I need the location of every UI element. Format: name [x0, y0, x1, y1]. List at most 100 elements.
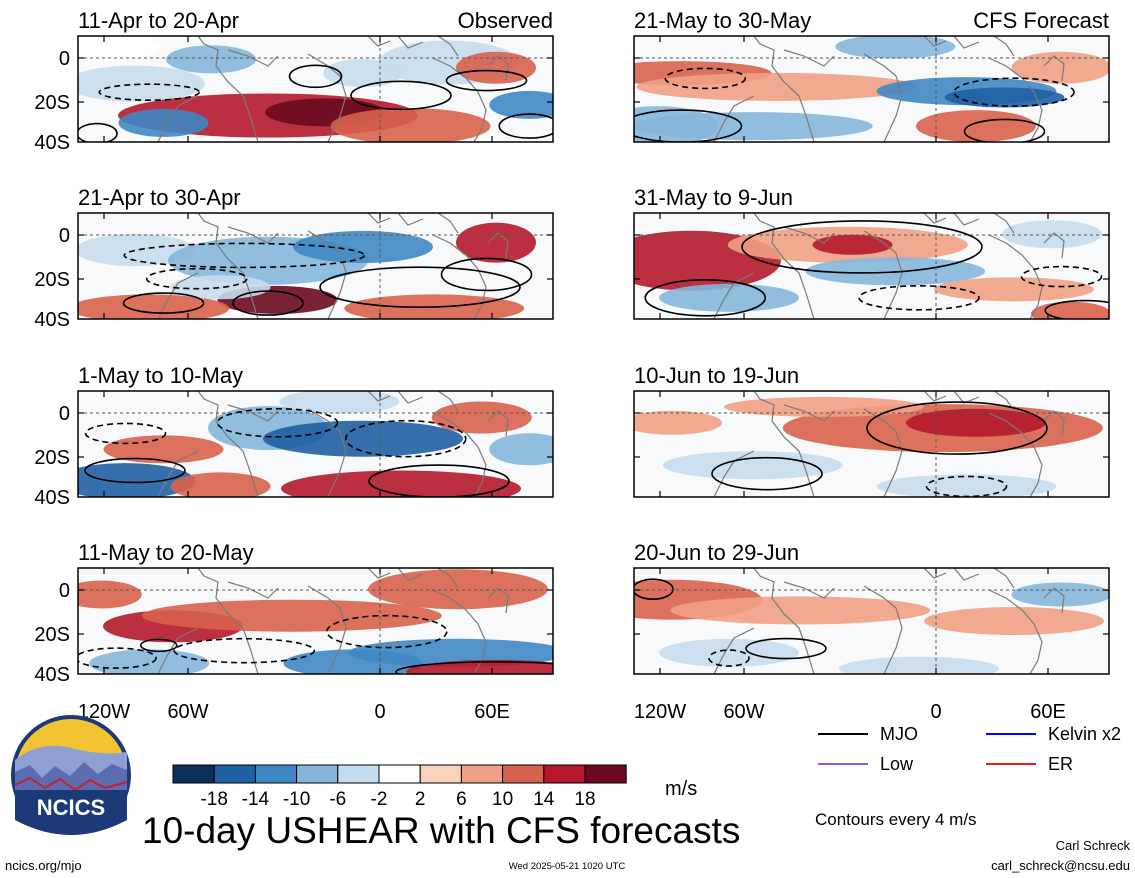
mjo-contour: [741, 220, 983, 274]
map-panels: 11-Apr to 20-Apr 0 20S 40S 21-Apr to 30-Apr 0…: [34, 8, 1110, 686]
shading-region: [141, 599, 442, 632]
shading-region: [812, 234, 893, 255]
coastline: [157, 391, 509, 497]
shading-region: [835, 36, 956, 59]
coastline: [713, 568, 1065, 674]
panel-date-label: 21-Apr to 30-Apr: [78, 185, 241, 210]
colorbar-swatch: [296, 764, 339, 784]
map-panel: 20-Jun to 29-Jun: [633, 540, 1110, 675]
shading-region: [934, 277, 1094, 302]
mjo-contour: [708, 649, 750, 667]
shading-region: [906, 408, 1046, 437]
shading-region: [368, 569, 548, 610]
colorbar-unit: m/s: [665, 778, 697, 800]
shading-region: [78, 580, 142, 609]
latitude-tick-label: 0: [59, 580, 70, 602]
longitude-tick-label: 120W: [78, 701, 130, 723]
mjo-contour: [445, 69, 528, 92]
mjo-contour: [1020, 265, 1103, 288]
shading-region: [78, 463, 196, 497]
colorbar-swatch: [337, 764, 380, 784]
longitude-tick-label: 60E: [474, 701, 510, 723]
mjo-contour: [78, 122, 118, 142]
longitude-tick-label: 60W: [167, 701, 208, 723]
longitude-tick-label: 60E: [1030, 701, 1066, 723]
shading-region: [924, 607, 1104, 635]
map-panel: 21-May to 30-May: [633, 8, 1110, 143]
legend-label: ER: [1048, 754, 1073, 774]
shading-region: [281, 470, 521, 497]
ncics-logo: NCICS: [11, 715, 131, 835]
mjo-contour: [858, 285, 980, 311]
mjo-contour: [98, 83, 201, 101]
mjo-contour: [139, 638, 178, 653]
shading-region: [636, 72, 917, 101]
latitude-tick-label: 20S: [34, 269, 70, 291]
forecast-column-title: CFS Forecast: [973, 8, 1109, 33]
longitude-tick-label: 60W: [723, 701, 764, 723]
mjo-contour: [288, 64, 343, 89]
shading-region: [431, 401, 532, 434]
colorbar-tick: 2: [415, 789, 426, 810]
shading-region: [330, 108, 491, 142]
shading-region: [662, 451, 843, 480]
mjo-contour: [319, 266, 521, 308]
mjo-contour: [84, 457, 186, 484]
colorbar-swatch: [460, 764, 504, 784]
shading-region: [89, 649, 210, 674]
logo-text: NCICS: [37, 795, 105, 820]
longitude-axis-labels: 120W 60W 0 60E 120W 60W 0 60E: [78, 701, 1066, 723]
legend-label: MJO: [880, 724, 918, 744]
latitude-tick-label: 0: [59, 403, 70, 425]
latitude-tick-label: 0: [59, 48, 70, 70]
colorbar-tick: -18: [200, 789, 227, 810]
footer-url: ncics.org/mjo: [5, 858, 82, 873]
map-panel: 11-Apr to 20-Apr 0 20S 40S: [34, 8, 554, 154]
mjo-contour: [644, 279, 767, 317]
mjo-contour: [440, 257, 533, 292]
shading-region: [670, 596, 931, 625]
shading-region: [876, 474, 1057, 497]
mjo-contour: [745, 637, 827, 660]
map-panel: 21-Apr to 30-Apr 0 20S 40S: [34, 185, 554, 331]
wave-legend: MJO Kelvin x2 Low ER: [818, 724, 1121, 774]
shading-region: [634, 106, 718, 142]
mjo-contour: [350, 80, 452, 111]
colorbar-swatch: [502, 764, 545, 784]
shading-region: [293, 230, 433, 263]
mjo-contour: [634, 578, 674, 600]
colorbar-tick: 10: [492, 789, 513, 810]
colorbar-tick: 6: [456, 789, 467, 810]
footer-author: Carl Schreck: [1056, 838, 1131, 853]
mjo-contour: [78, 647, 157, 669]
shading-region: [103, 435, 224, 464]
shading-region: [1031, 301, 1109, 319]
longitude-tick-label: 0: [374, 701, 385, 723]
contour-note: Contours every 4 m/s: [815, 810, 977, 829]
panel-date-label: 1-May to 10-May: [78, 363, 243, 388]
legend-label: Low: [880, 754, 914, 774]
shading-region: [489, 90, 553, 119]
shading-region: [1011, 582, 1109, 607]
mjo-contour: [84, 422, 167, 445]
colorbar-tick: -10: [283, 789, 310, 810]
shading-region: [456, 51, 536, 84]
shading-region: [659, 638, 799, 667]
coastline: [713, 36, 1065, 142]
map-panel: 31-May to 9-Jun: [633, 185, 1110, 320]
colorbar-swatch: [543, 764, 586, 784]
shading-region: [78, 234, 195, 267]
mjo-contour: [368, 464, 510, 497]
mjo-contour: [634, 109, 743, 142]
coastline: [713, 391, 1065, 497]
colorbar-swatch: [213, 764, 256, 784]
colorbar-swatch: [419, 764, 462, 784]
colorbar-swatch: [378, 764, 421, 784]
map-panel: 1-May to 10-May 0 20S 40S: [34, 363, 554, 509]
legend-label: Kelvin x2: [1048, 724, 1121, 744]
latitude-tick-label: 20S: [34, 92, 70, 114]
mjo-contour: [953, 77, 1075, 107]
footer-email: carl_schreck@ncsu.edu: [991, 858, 1130, 873]
coastline: [157, 36, 509, 142]
